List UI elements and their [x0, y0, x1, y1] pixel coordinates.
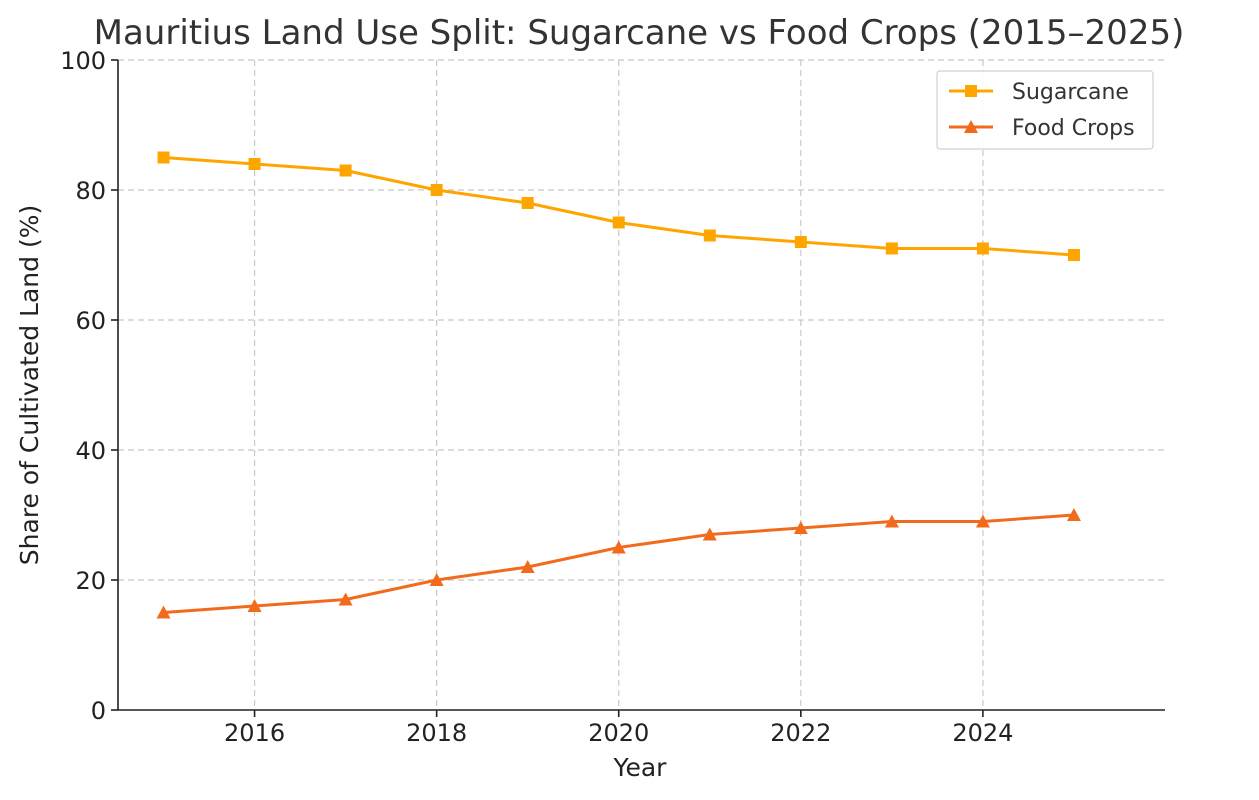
- y-axis-label: Share of Cultivated Land (%): [15, 205, 44, 565]
- food-crops-data-point: [338, 592, 353, 606]
- sugarcane-data-point: [248, 158, 261, 170]
- sugarcane-data-point: [612, 216, 625, 229]
- food-crops-data-point: [429, 573, 444, 586]
- y-tick-label: 40: [75, 437, 106, 465]
- chart-title: Mauritius Land Use Split: Sugarcane vs F…: [94, 13, 1185, 53]
- axis-spines: [117, 60, 1165, 711]
- grid: [118, 59, 1165, 710]
- axes: 2016 2018 2020 2022 2024 0 20 40 60 80 100: [60, 47, 1165, 747]
- food-crops-data-point: [702, 527, 717, 541]
- sugarcane-data-point: [1067, 249, 1080, 261]
- food-crops-data-point: [793, 521, 808, 534]
- food-crops-data-point: [1066, 508, 1081, 521]
- y-tick-label: 0: [91, 697, 106, 725]
- food-crops-data-point: [611, 540, 626, 554]
- food-crops-data-point: [884, 514, 899, 528]
- y-tick-label: 100: [60, 47, 106, 75]
- x-tick-label: 2018: [406, 719, 467, 747]
- legend-label-food-crops: Food Crops: [1012, 116, 1135, 141]
- legend-marker-food-crops: [964, 120, 978, 133]
- sugarcane-data-point: [157, 151, 170, 164]
- sugarcane-data-point: [794, 236, 807, 248]
- y-tick-label: 80: [75, 177, 106, 205]
- sugarcane-data-point: [521, 197, 534, 209]
- x-axis-label: Year: [613, 753, 668, 782]
- food-crops-data-point: [975, 514, 990, 528]
- food-crops-data-point: [520, 560, 535, 573]
- sugarcane-data-point: [703, 229, 716, 242]
- sugarcane-data-point: [430, 184, 443, 196]
- sugarcane-data-point: [885, 242, 898, 255]
- food-crops-data-point: [156, 605, 171, 619]
- y-tick-label: 20: [75, 567, 106, 595]
- sugarcane-data-point: [976, 242, 989, 255]
- series-layer: [156, 151, 1081, 619]
- legend-marker-sugarcane: [965, 85, 977, 97]
- x-tick-label: 2016: [224, 719, 285, 747]
- food-crops-data-point: [247, 599, 262, 612]
- legend: Sugarcane Food Crops: [936, 70, 1154, 150]
- x-tick-label: 2022: [770, 719, 831, 747]
- x-tick-label: 2020: [588, 719, 649, 747]
- sugarcane-data-point: [339, 164, 352, 177]
- x-tick-label: 2024: [952, 719, 1013, 747]
- y-tick-label: 60: [75, 307, 106, 335]
- legend-label-sugarcane: Sugarcane: [1012, 80, 1129, 105]
